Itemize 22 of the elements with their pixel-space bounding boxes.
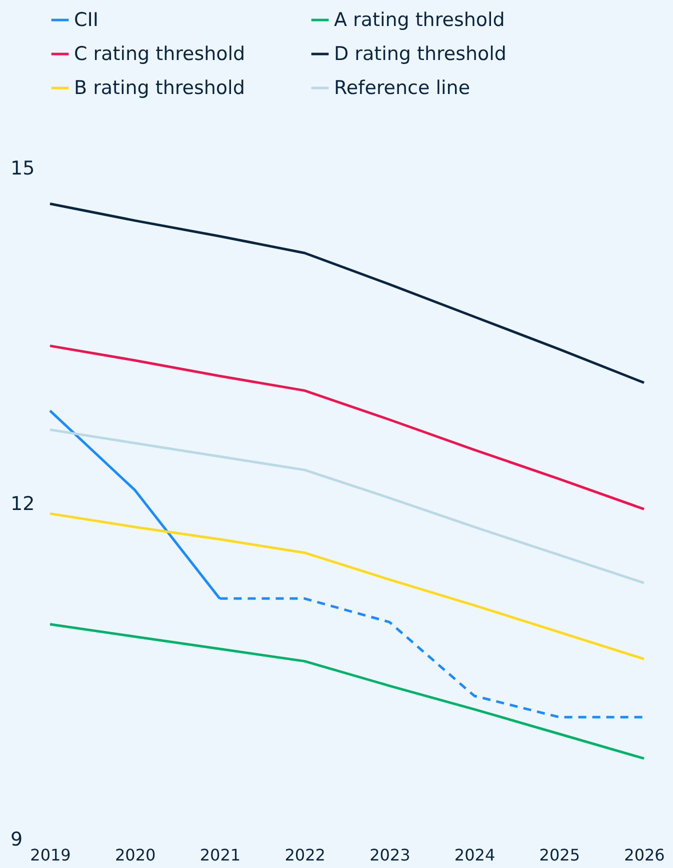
y-tick-label: 12 [10,493,35,515]
line-series [48,623,646,760]
legend-label: A rating threshold [334,9,505,31]
x-tick-label: 2021 [200,846,241,864]
x-tick-label: 2025 [539,846,580,864]
line-series [48,512,646,660]
x-tick-label: 2024 [454,846,496,864]
line-series [48,428,646,584]
x-tick-label: 2022 [284,846,326,864]
x-tick-label: 2023 [370,846,410,864]
line-series [48,344,646,510]
x-tick-label: 2020 [115,846,156,864]
y-tick-label: 15 [10,158,35,180]
legend-label: B rating threshold [74,77,245,99]
line-series [48,202,646,384]
legend-label: D rating threshold [334,43,506,65]
x-tick-label: 2019 [30,846,71,864]
legend-label: CII [74,9,98,31]
x-tick-label: 2026 [624,846,665,864]
legend-label: C rating threshold [74,43,246,65]
y-tick-label: 9 [10,828,23,850]
legend-label: Reference line [334,77,470,99]
